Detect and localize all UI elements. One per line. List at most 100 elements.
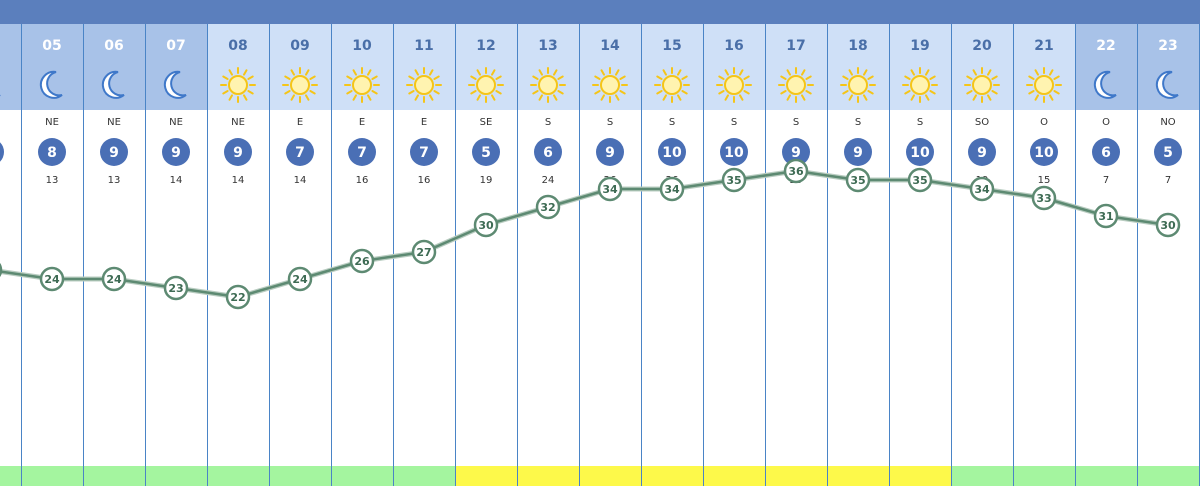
- hour-label: 13: [538, 38, 557, 54]
- wind-speed-value: 8: [47, 145, 57, 161]
- sun-disc: [476, 75, 496, 95]
- sun-ray: [681, 75, 688, 80]
- wind-speed-value: 7: [295, 145, 305, 161]
- wind-direction-label: NE: [169, 117, 183, 128]
- sun-ray: [739, 69, 744, 76]
- wind-speed-circle: [906, 138, 934, 166]
- wind-gust-value: 19: [480, 175, 493, 186]
- sun-ray: [290, 69, 295, 76]
- hour-label: 14: [600, 38, 620, 54]
- header-cell: [393, 24, 455, 110]
- sun-disc: [538, 75, 558, 95]
- sun-disc: [910, 75, 930, 95]
- temperature-point: [969, 176, 995, 202]
- status-bar: [269, 466, 331, 486]
- wind-direction-label: E: [421, 117, 427, 128]
- sun-ray: [662, 94, 667, 101]
- temperature-label: 22: [230, 291, 245, 304]
- sun-ray: [805, 75, 812, 80]
- sun-ray: [495, 90, 502, 95]
- wind-speed-circle: [38, 138, 66, 166]
- wind-speed-circle: [782, 138, 810, 166]
- hourly-forecast-strip: 05 06 07 08 09 10 11 12 13 14 15 16 17 18 19 20 21 22 23 NE…: [0, 24, 1200, 486]
- sun-ray: [495, 75, 502, 80]
- temperature-point: [1155, 212, 1181, 238]
- sun-ray: [1053, 90, 1060, 95]
- status-bar: [703, 466, 765, 486]
- wind-direction-label: S: [607, 117, 613, 128]
- sun-ray: [557, 90, 564, 95]
- sun-ray: [429, 94, 434, 101]
- sun-ray: [615, 69, 620, 76]
- status-bar: [889, 466, 951, 486]
- header-cell: [641, 24, 703, 110]
- sun-icon: [530, 67, 566, 103]
- wind-direction-label: NO: [1160, 117, 1175, 128]
- wind-speed-circle: [1030, 138, 1058, 166]
- temperature-point: [597, 176, 623, 202]
- wind-direction-label: O: [1102, 117, 1110, 128]
- moon-icon: [1155, 70, 1179, 99]
- status-bar: [1137, 466, 1199, 486]
- wind-speed-value: 10: [724, 145, 744, 161]
- wind-speed-circle: [410, 138, 438, 166]
- wind-speed-circle: [596, 138, 624, 166]
- hour-label: 16: [724, 38, 743, 54]
- wind-gust-value: 16: [418, 175, 431, 186]
- sun-ray: [243, 69, 248, 76]
- sun-ray: [863, 94, 868, 101]
- wind-speed-circle: [472, 138, 500, 166]
- wind-speed-circle: [720, 138, 748, 166]
- sun-disc: [290, 75, 310, 95]
- sun-ray: [305, 69, 310, 76]
- sun-ray: [284, 90, 291, 95]
- sun-icon: [964, 67, 1000, 103]
- temperature-point: [101, 266, 127, 292]
- status-bar: [393, 466, 455, 486]
- sun-ray: [371, 75, 378, 80]
- temperature-label: 32: [540, 201, 555, 214]
- wind-speed-circle: [844, 138, 872, 166]
- temperature-label: 35: [726, 174, 741, 187]
- sun-disc: [848, 75, 868, 95]
- sun-ray: [553, 69, 558, 76]
- sun-ray: [662, 69, 667, 76]
- sun-ray: [290, 94, 295, 101]
- sun-ray: [801, 94, 806, 101]
- hour-label: 07: [166, 38, 185, 54]
- moon-icon: [163, 70, 187, 99]
- temperature-label: 33: [1036, 192, 1051, 205]
- sun-ray: [656, 90, 663, 95]
- hour-label: 05: [42, 38, 61, 54]
- header-cell: [269, 24, 331, 110]
- sun-icon: [344, 67, 380, 103]
- sun-ray: [718, 75, 725, 80]
- sun-ray: [619, 75, 626, 80]
- temperature-point: [39, 266, 65, 292]
- temperature-point: [1093, 203, 1119, 229]
- sun-ray: [780, 75, 787, 80]
- sun-disc: [972, 75, 992, 95]
- sun-ray: [600, 69, 605, 76]
- sun-disc: [662, 75, 682, 95]
- wind-speed-value: 10: [1034, 145, 1054, 161]
- sun-ray: [222, 75, 229, 80]
- sun-ray: [801, 69, 806, 76]
- sun-ray: [309, 90, 316, 95]
- sun-ray: [677, 69, 682, 76]
- hour-label: 22: [1096, 38, 1115, 54]
- wind-speed-value: 9: [977, 145, 987, 161]
- sun-ray: [557, 75, 564, 80]
- sun-disc: [724, 75, 744, 95]
- sun-ray: [656, 75, 663, 80]
- sun-ray: [987, 94, 992, 101]
- hour-label: 18: [848, 38, 867, 54]
- sun-ray: [346, 90, 353, 95]
- temperature-label: 35: [850, 174, 865, 187]
- sun-ray: [429, 69, 434, 76]
- sun-ray: [352, 94, 357, 101]
- sun-ray: [491, 69, 496, 76]
- sun-ray: [987, 69, 992, 76]
- wind-direction-label: S: [855, 117, 861, 128]
- wind-speed-value: 5: [481, 145, 491, 161]
